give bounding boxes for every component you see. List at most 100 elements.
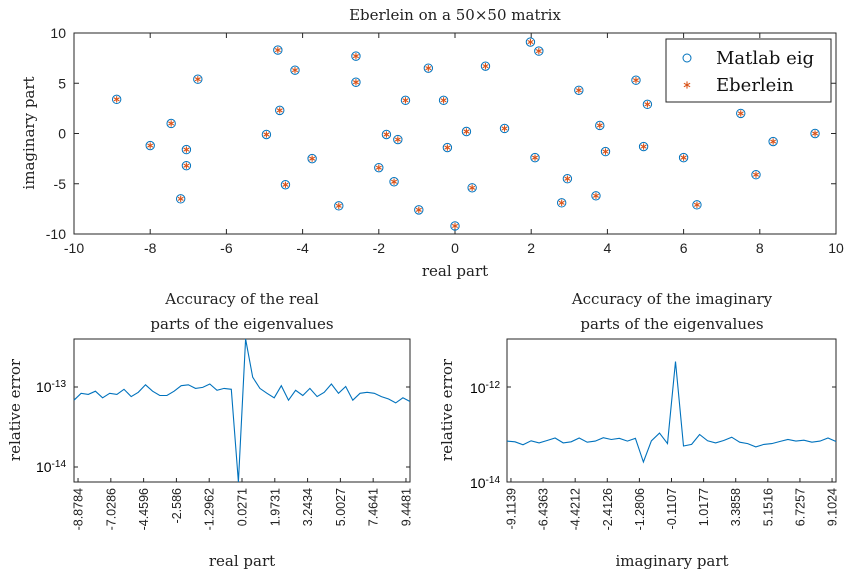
real-accuracy-x-tick-label: -2.586 (170, 488, 184, 523)
matlab-eig-point (467, 183, 477, 193)
eberlein-point (352, 79, 359, 86)
scatter-point (768, 136, 778, 147)
imag-accuracy-series-line (506, 361, 837, 464)
matlab-eig-point (166, 118, 176, 129)
eberlein-point (640, 143, 647, 150)
eberlein-point (482, 62, 489, 70)
matlab-eig-point (461, 126, 472, 137)
scatter-point (351, 77, 361, 87)
scatter-point (556, 198, 567, 208)
eberlein-point (147, 142, 154, 149)
scatter-point (334, 201, 344, 211)
eberlein-point (274, 46, 281, 54)
eberlein-point (693, 201, 700, 209)
scatter-point (442, 142, 453, 153)
scatter-point (374, 162, 384, 173)
scatter-point (389, 177, 399, 187)
eberlein-point (352, 52, 359, 60)
matlab-eig-point (181, 144, 192, 155)
scatter-point (810, 128, 820, 139)
matlab-eig-point (600, 146, 611, 157)
real-accuracy-plot: Accuracy of the real parts of the eigenv… (6, 290, 413, 570)
matlab-eig-point (751, 170, 761, 180)
matlab-eig-point (450, 221, 460, 231)
imag-accuracy-x-tick-label: -6.4363 (537, 488, 551, 530)
real-accuracy-x-tick-label: -7.0286 (104, 488, 118, 530)
scatter-point (261, 129, 272, 140)
scatter-point (595, 120, 605, 131)
scatter-point (525, 37, 536, 47)
real-accuracy-series-line (73, 338, 411, 483)
scatter-point (438, 95, 449, 106)
real-accuracy-x-tick-label: -4.4596 (137, 488, 151, 530)
eberlein-point (811, 130, 819, 137)
matlab-eig-point (389, 177, 399, 187)
scatter-x-tick-label: 2 (527, 240, 535, 256)
scatter-point (193, 74, 203, 84)
imag-accuracy-x-tick-label: 9.1024 (826, 488, 840, 526)
eberlein-point (291, 66, 299, 74)
imag-accuracy-x-label: imaginary part (615, 552, 728, 570)
eberlein-point (564, 175, 571, 182)
scatter-point (631, 75, 641, 85)
scatter-point (175, 194, 186, 204)
scatter-x-label: real part (422, 262, 488, 280)
imag-accuracy-plot-area (506, 338, 837, 483)
matlab-eig-point (438, 95, 449, 106)
scatter-point (480, 61, 491, 71)
scatter-point (381, 129, 392, 140)
scatter-x-tick-label: 8 (756, 240, 764, 256)
eberlein-point (263, 131, 270, 138)
scatter-point (534, 46, 544, 56)
scatter-point (736, 108, 746, 119)
eberlein-point (680, 154, 687, 161)
matlab-eig-point (480, 61, 491, 71)
eberlein-point (425, 64, 432, 72)
eberlein-point (632, 77, 640, 84)
scatter-point (423, 63, 434, 73)
matlab-eig-point (374, 162, 384, 173)
scatter-point (562, 174, 573, 184)
scatter-point (499, 123, 510, 134)
scatter-point (307, 153, 317, 164)
legend: Matlab eig Eberlein (665, 38, 832, 103)
matlab-eig-point (442, 142, 453, 153)
imag-accuracy-title-line1: Accuracy of the imaginary (571, 290, 773, 308)
scatter-point (166, 118, 176, 129)
scatter-point (351, 51, 361, 61)
eberlein-point (335, 202, 342, 210)
scatter-point (461, 126, 472, 137)
scatter-point (400, 95, 411, 106)
scatter-point (600, 146, 611, 157)
eberlein-point (602, 148, 609, 155)
eberlein-point (282, 181, 289, 188)
scatter-point (111, 94, 122, 105)
eberlein-point (770, 138, 777, 145)
scatter-title: Eberlein on a 50×50 matrix (349, 6, 561, 24)
scatter-x-tick-label: 0 (451, 240, 459, 256)
scatter-point (290, 65, 300, 75)
svg-text:10-14: 10-14 (470, 475, 500, 492)
matlab-eig-point (595, 120, 605, 131)
eberlein-point (177, 195, 184, 203)
scatter-point (530, 152, 540, 163)
eberlein-point (276, 107, 283, 114)
eberlein-point (463, 128, 470, 135)
matlab-eig-point (768, 136, 778, 147)
svg-text:10-14: 10-14 (36, 459, 66, 476)
matlab-eig-point (280, 180, 291, 190)
real-accuracy-title-line1: Accuracy of the real (164, 290, 319, 308)
legend-label-eberlein: Eberlein (716, 75, 794, 96)
real-accuracy-x-tick-label: 7.4641 (367, 488, 381, 526)
real-accuracy-title-line2: parts of the eigenvalues (150, 315, 333, 333)
scatter-point (273, 45, 283, 55)
scatter-x-tick-label: 4 (604, 240, 612, 256)
matlab-eig-point (181, 160, 192, 171)
scatter-x-tick-label: -8 (144, 240, 157, 256)
eberlein-point (375, 164, 382, 171)
scatter-point (751, 170, 761, 180)
imag-accuracy-x-tick-label: 6.7257 (793, 488, 807, 526)
eberlein-point (383, 131, 390, 138)
matlab-eig-point (414, 205, 424, 215)
scatter-x-tick-label: -4 (296, 240, 309, 256)
